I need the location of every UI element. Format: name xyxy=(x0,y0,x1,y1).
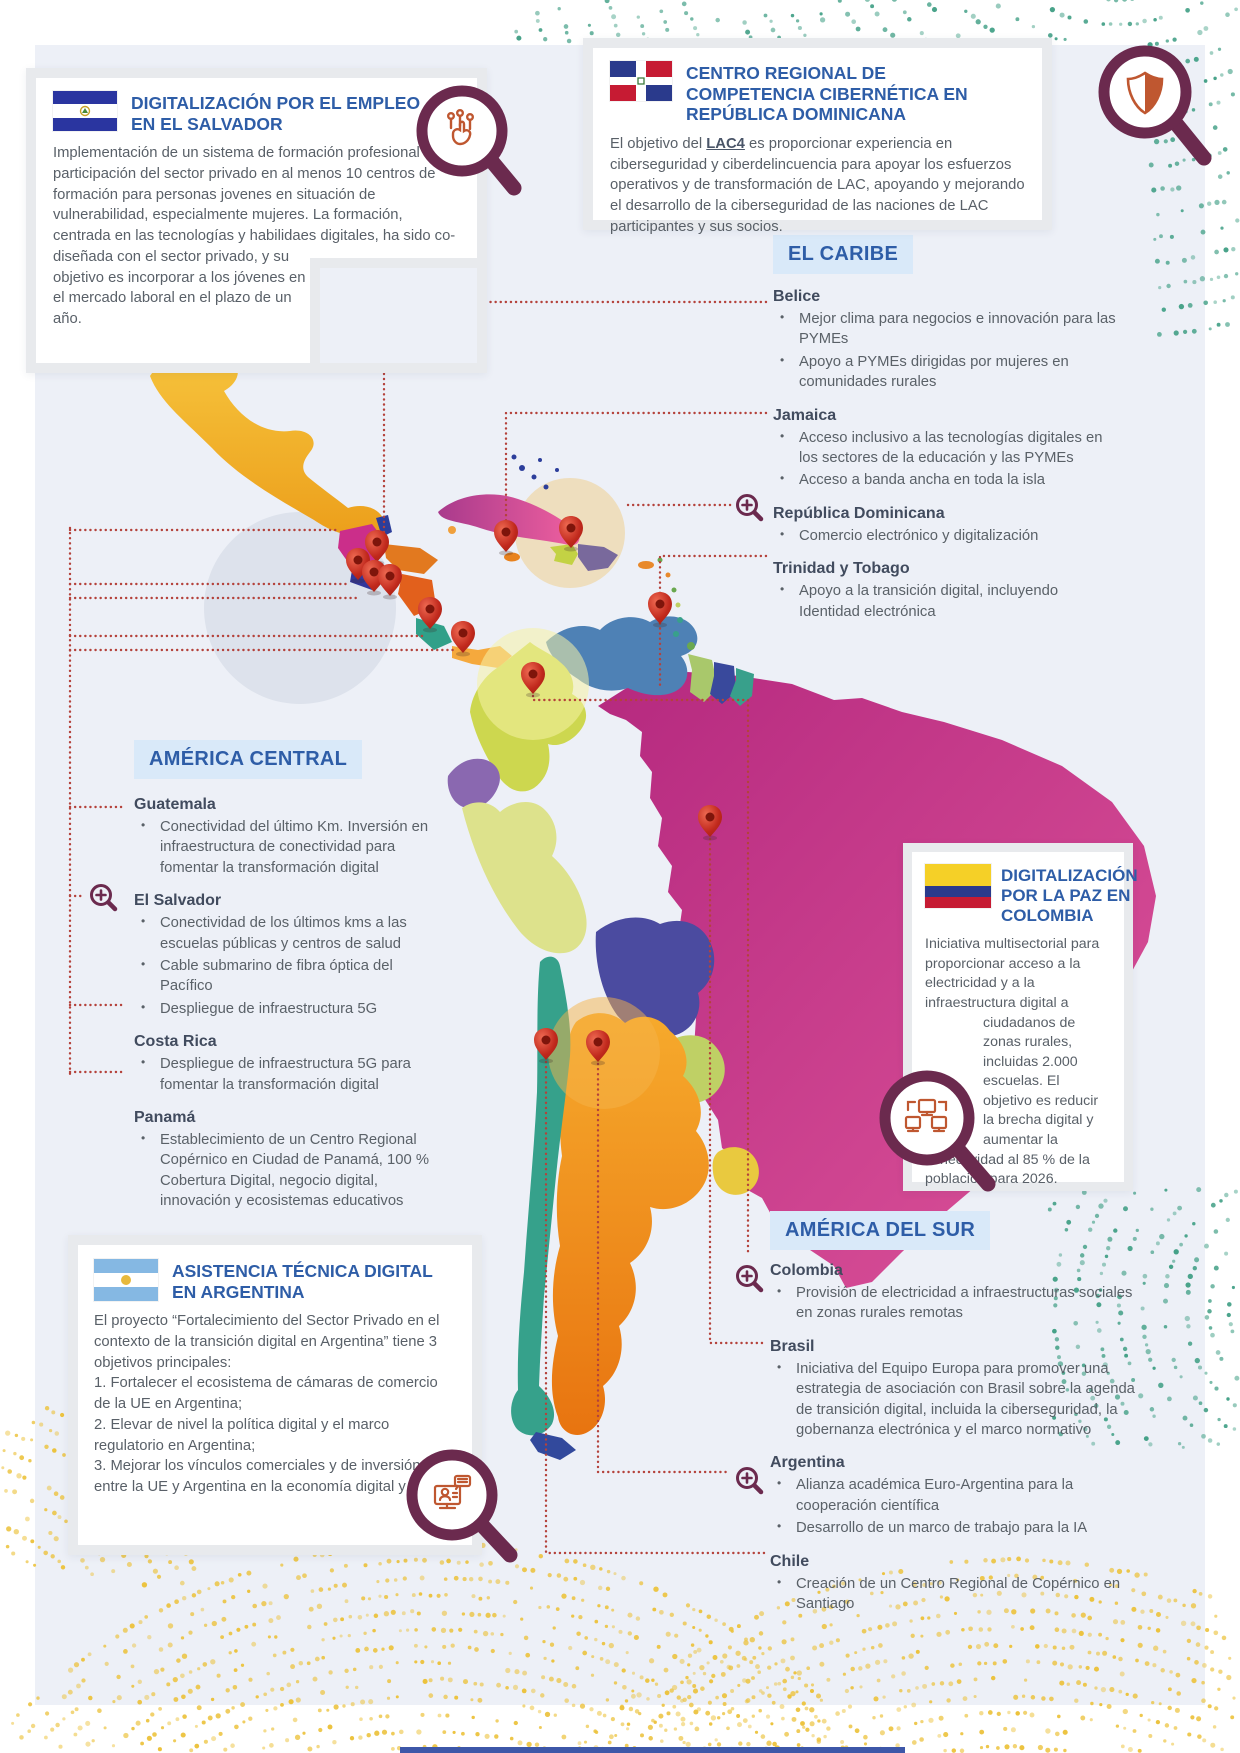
initiative-list: Acceso inclusivo a las tecnologías digit… xyxy=(773,428,1121,491)
card-body: El objetivo del LAC4 es proporcionar exp… xyxy=(610,135,1025,235)
card-title: DIGITALIZACIÓN POR LA PAZ EN COLOMBIA xyxy=(1001,866,1138,926)
initiative-bullet: Provisión de electricidad a infraestruct… xyxy=(770,1283,1138,1324)
initiative-bullet: Apoyo a la transición digital, incluyend… xyxy=(773,581,1121,622)
country-name: Belice xyxy=(773,288,821,305)
country-entry: Brasil Iniciativa del Equipo Europa para … xyxy=(770,1338,1138,1441)
initiative-bullet: Acceso inclusivo a las tecnologías digit… xyxy=(773,428,1121,469)
country-entry: El Salvador Conectividad de los últimos k… xyxy=(134,892,446,1019)
card-body-line: 2. Elevar de nivel la política digital y… xyxy=(94,1416,390,1454)
initiative-bullet: Cable submarino de fibra óptica del Pací… xyxy=(134,956,446,997)
initiative-bullet: Creación de un Centro Regional de Copérn… xyxy=(770,1574,1138,1615)
initiative-bullet: Acceso a banda ancha en toda la isla xyxy=(773,470,1121,490)
section-heading-el-caribe: EL CARIBE xyxy=(773,235,914,274)
dominican-republic-flag-icon xyxy=(610,61,672,101)
country-entry: Panamá Establecimiento de un Centro Regio… xyxy=(134,1109,446,1212)
country-name: Guatemala xyxy=(134,796,216,813)
initiative-bullet: Conectividad de los últimos kms a las es… xyxy=(134,913,446,954)
card-corner-notch xyxy=(310,258,477,363)
card-title: DIGITALIZACIÓN POR EL EMPLEO EN EL SALVA… xyxy=(131,93,421,134)
country-name: Panamá xyxy=(134,1109,196,1127)
e-learning-magnifier-icon xyxy=(406,1449,518,1563)
initiative-bullet: Comercio electrónico y digitalización xyxy=(773,526,1121,546)
card-centro-ciberseguridad-republica-dominicana: CENTRO REGIONAL DE COMPETENCIA CIBERNÉTI… xyxy=(583,38,1052,235)
cybersecurity-shield-magnifier-icon xyxy=(1098,45,1212,166)
initiative-list: Comercio electrónico y digitalización xyxy=(773,526,1121,546)
country-name: Jamaica xyxy=(773,406,837,424)
initiative-bullet: Desarrollo de un marco de trabajo para l… xyxy=(770,1518,1138,1538)
card-body-line: 3. Mejorar los vínculos comerciales y de… xyxy=(94,1458,451,1495)
card-digitalizacion-empleo-el-salvador: DIGITALIZACIÓN POR EL EMPLEO EN EL SALVA… xyxy=(26,68,487,373)
section-heading-america-del-sur: AMÉRICA DEL SUR xyxy=(770,1211,991,1250)
card-body: El proyecto “Fortalecimiento del Sector … xyxy=(94,1311,456,1497)
country-name: Costa Rica xyxy=(134,1033,217,1051)
initiative-list: Conectividad de los últimos kms a las es… xyxy=(134,913,446,1019)
section-america-del-sur: AMÉRICA DEL SUR Colombia Provisión de ele… xyxy=(770,1211,1138,1628)
card-body: Implementación de un sistema de formació… xyxy=(53,143,460,329)
footer-accent-bar xyxy=(400,1747,905,1753)
initiative-bullet: Apoyo a PYMEs dirigidas por mujeres en c… xyxy=(773,352,1121,393)
colombia-flag-icon xyxy=(925,864,991,908)
country-name: Colombia xyxy=(770,1262,843,1279)
section-heading-america-central: AMÉRICA CENTRAL xyxy=(134,740,363,779)
country-entry: Chile Creación de un Centro Regional de C… xyxy=(770,1553,1138,1615)
card-title: CENTRO REGIONAL DE COMPETENCIA CIBERNÉTI… xyxy=(686,63,968,125)
initiative-bullet: Despliegue de infraestructura 5G xyxy=(134,999,446,1019)
initiative-bullet: Mejor clima para negocios e innovación p… xyxy=(773,309,1121,350)
country-entry: Argentina Alianza académica Euro-Argentin… xyxy=(770,1454,1138,1538)
country-name: El Salvador xyxy=(134,892,222,910)
country-entry: República Dominicana Comercio electrónico… xyxy=(773,505,1121,546)
argentina-flag-icon xyxy=(94,1259,158,1301)
initiative-list: Despliegue de infraestructura 5G para fo… xyxy=(134,1054,446,1095)
initiative-list: Conectividad del último Km. Inversión en… xyxy=(134,817,446,878)
country-name: Chile xyxy=(770,1552,810,1570)
america-central-entries: Guatemala Conectividad del último Km. Inv… xyxy=(134,796,446,1212)
digital-skills-magnifier-icon xyxy=(416,85,522,196)
initiative-bullet: Establecimiento de un Centro Regional Co… xyxy=(134,1130,446,1212)
connectivity-network-magnifier-icon xyxy=(879,1070,996,1192)
initiative-list: Apoyo a la transición digital, incluyend… xyxy=(773,581,1121,622)
initiative-list: Establecimiento de un Centro Regional Co… xyxy=(134,1130,446,1212)
country-name: Argentina xyxy=(770,1454,845,1472)
initiative-bullet: Alianza académica Euro-Argentina para la… xyxy=(770,1475,1138,1516)
country-entry: Costa Rica Despliegue de infraestructura … xyxy=(134,1033,446,1095)
section-el-caribe: EL CARIBE Belice Mejor clima para negocio… xyxy=(773,235,1121,636)
el-salvador-flag-icon xyxy=(53,91,117,131)
country-entry: Jamaica Acceso inclusivo a las tecnología… xyxy=(773,407,1121,491)
section-america-central: AMÉRICA CENTRAL Guatemala Conectividad de… xyxy=(134,740,446,1226)
country-name: Trinidad y Tobago xyxy=(773,560,910,578)
initiative-list: Alianza académica Euro-Argentina para la… xyxy=(770,1475,1138,1538)
initiative-list: Creación de un Centro Regional de Copérn… xyxy=(770,1574,1138,1615)
initiative-list: Iniciativa del Equipo Europa para promov… xyxy=(770,1359,1138,1441)
initiative-list: Mejor clima para negocios e innovación p… xyxy=(773,309,1121,393)
el-caribe-entries: Belice Mejor clima para negocios e innova… xyxy=(773,288,1121,622)
initiative-bullet: Iniciativa del Equipo Europa para promov… xyxy=(770,1359,1138,1441)
country-entry: Guatemala Conectividad del último Km. Inv… xyxy=(134,796,446,878)
card-body-line: 1. Fortalecer el ecosistema de cámaras d… xyxy=(94,1375,438,1413)
initiative-bullet: Despliegue de infraestructura 5G para fo… xyxy=(134,1054,446,1095)
initiative-bullet: Conectividad del último Km. Inversión en… xyxy=(134,817,446,878)
lac4-link[interactable]: LAC4 xyxy=(706,135,745,152)
country-name: Brasil xyxy=(770,1337,815,1355)
country-entry: Trinidad y Tobago Apoyo a la transición d… xyxy=(773,560,1121,622)
card-title: ASISTENCIA TÉCNICA DIGITAL EN ARGENTINA xyxy=(172,1261,433,1302)
country-entry: Belice Mejor clima para negocios e innova… xyxy=(773,288,1121,393)
initiative-list: Provisión de electricidad a infraestruct… xyxy=(770,1283,1138,1324)
country-name: República Dominicana xyxy=(773,504,945,522)
america-del-sur-entries: Colombia Provisión de electricidad a infr… xyxy=(770,1262,1138,1614)
card-body-line: El proyecto “Fortalecimiento del Sector … xyxy=(94,1313,440,1371)
country-entry: Colombia Provisión de electricidad a infr… xyxy=(770,1262,1138,1324)
